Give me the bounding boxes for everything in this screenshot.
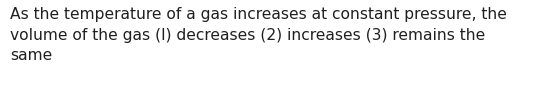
Text: As the temperature of a gas increases at constant pressure, the
volume of the ga: As the temperature of a gas increases at… [10,7,507,63]
